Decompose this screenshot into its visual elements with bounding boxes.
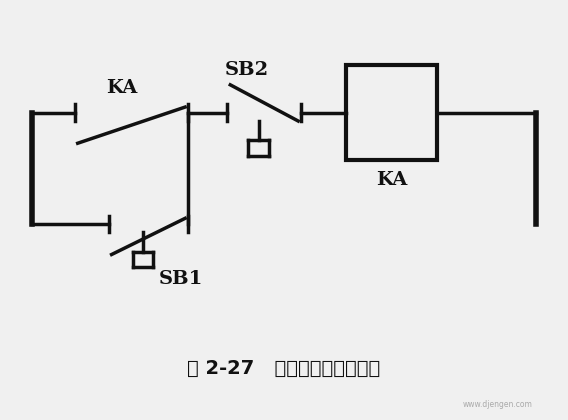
Text: www.djengen.com: www.djengen.com: [463, 399, 533, 409]
Bar: [346, 66, 437, 160]
Text: SB2: SB2: [225, 61, 269, 79]
Text: KA: KA: [376, 171, 407, 189]
Text: 图 2-27   继电器开关逻辑函数: 图 2-27 继电器开关逻辑函数: [187, 359, 381, 378]
Text: KA: KA: [106, 79, 137, 97]
Text: SB1: SB1: [158, 270, 203, 288]
